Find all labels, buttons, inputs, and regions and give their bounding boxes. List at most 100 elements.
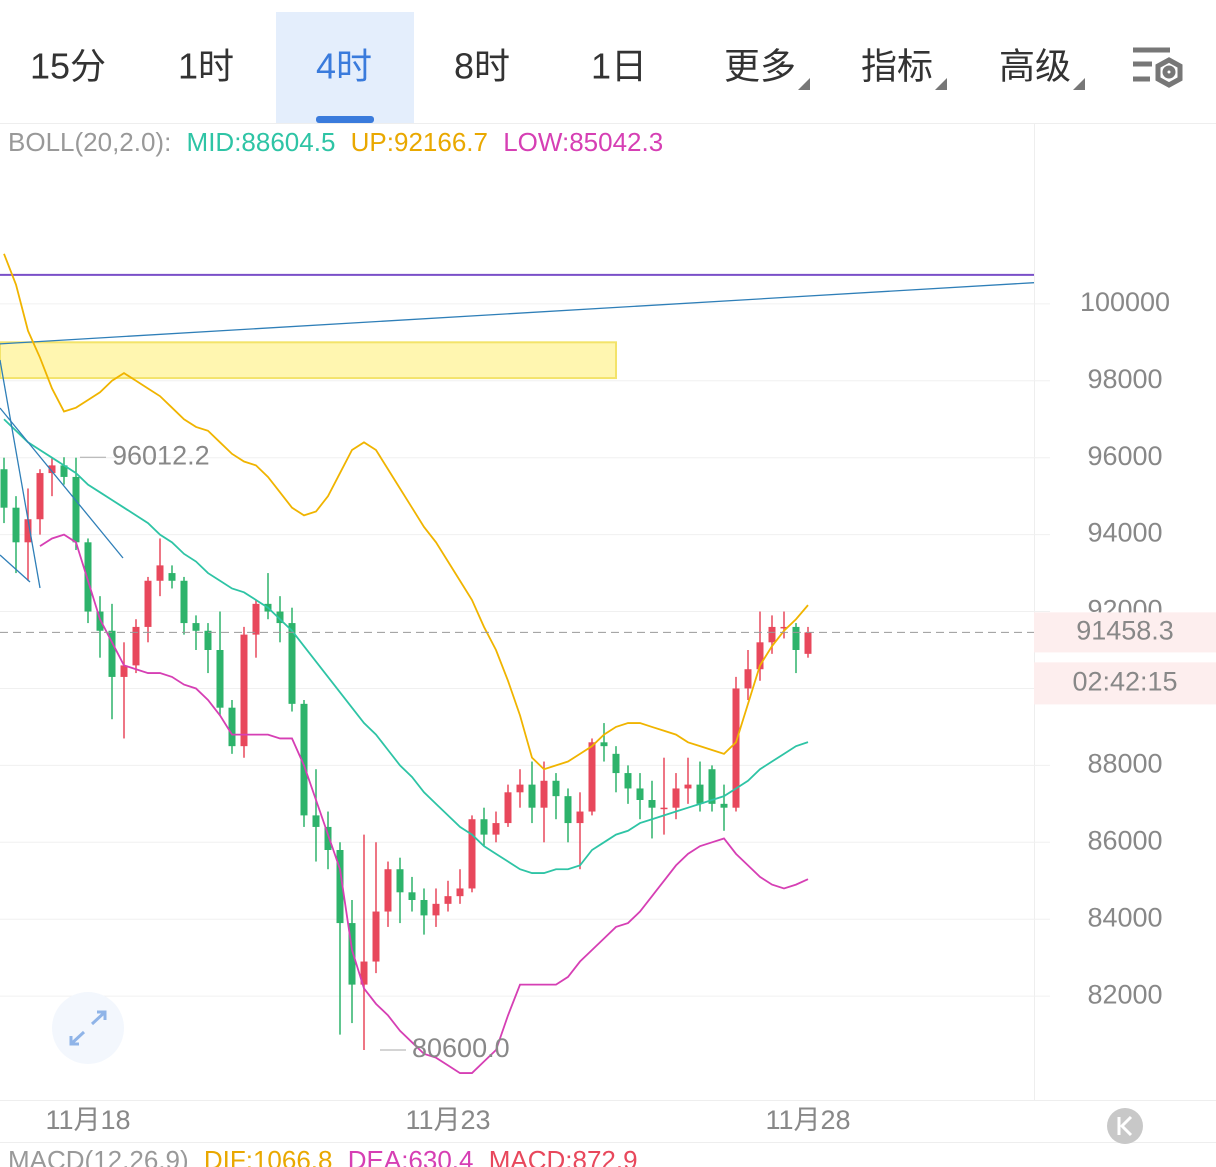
boll-name: BOLL(20,2.0): [8,127,171,157]
candle-body [636,788,644,800]
candle-body [312,815,320,827]
candle-body [336,850,344,924]
candle-body [144,580,152,627]
candle-body [36,473,44,520]
drawing-lines [0,359,124,589]
active-tab-bg [276,12,414,123]
tab[interactable]: 指标 [861,46,933,87]
candle-body [348,923,356,985]
candle-body [288,623,296,704]
drawing-line [0,359,41,589]
candle-body [324,826,332,850]
tab[interactable]: 15分 [30,46,106,87]
candle-body [564,796,572,824]
boll-up: UP:92166.7 [351,127,488,157]
candle-body [768,626,776,643]
candle-body [420,900,428,916]
y-tick-label: 98000 [1087,364,1162,394]
y-tick-label: 94000 [1087,518,1162,548]
candle-body [408,892,416,900]
tab[interactable]: 8时 [454,46,510,87]
candle-body [528,784,536,808]
candle-body [132,626,140,666]
icon-hex [1155,57,1183,88]
trend-line [0,282,1035,345]
candle-body [780,626,788,629]
y-tick-label: 88000 [1087,749,1162,779]
tab-bar: 15分 1时 4时 8时 1日 更多 指标 高级 [30,46,1085,90]
boll-header: BOLL(20,2.0): MID:88604.5 UP:92166.7 LOW… [8,127,663,157]
candle-body [696,784,704,804]
candle-body [276,611,284,624]
candle-body [660,807,668,810]
boll-mid: MID:88604.5 [187,127,336,157]
dropdown-mark [935,78,947,90]
candle-body [468,819,476,889]
candle-body [516,784,524,793]
price-label-bg [1034,612,1216,653]
x-tick-label: 11月28 [765,1105,850,1135]
y-tick-label: 100000 [1080,287,1170,317]
macd-name: MACD(12,26,9) [8,1145,189,1167]
candle-body [732,688,740,808]
drawing-line [0,554,31,583]
candle-body [792,626,800,650]
candle-body [24,519,32,543]
dropdown-mark [1073,78,1085,90]
expand-icon [69,1010,107,1046]
price-label: 91458.3 [1076,615,1174,645]
candle-body [384,869,392,912]
tab[interactable]: 更多 [724,46,796,87]
boll-line [3,418,809,874]
tab[interactable]: 1日 [591,46,647,87]
macd-value: MACD:872.9 [489,1145,638,1167]
countdown-bg [1034,662,1216,705]
expand-button[interactable] [52,992,124,1064]
candle-body [180,580,188,624]
candle-body [720,803,728,808]
candle-body [444,896,452,904]
y-tick-label: 86000 [1087,825,1162,855]
candle-body [540,780,548,808]
macd-dea: DEA:630.4 [348,1145,474,1167]
candle-body [60,465,68,477]
candle-body [360,961,368,985]
candle-body [492,823,500,835]
boll-line [39,533,809,1074]
candle-body [72,476,80,543]
candle-body [648,800,656,808]
dropdown-mark [798,78,810,90]
tab[interactable]: 高级 [999,46,1071,87]
candle-body [204,630,212,650]
candle-body [588,742,596,812]
candle-body [192,623,200,631]
candle-body [684,784,692,789]
boll-line [3,253,809,771]
candle-body [108,630,116,677]
candle-body [156,565,164,581]
tab[interactable]: 4时 [316,46,372,87]
boll-low: LOW:85042.3 [503,127,663,157]
icon-dot [1162,65,1176,79]
candle-body [708,769,716,804]
candle-body [552,780,560,797]
tab[interactable]: 1时 [178,46,234,87]
expand-bg [52,992,124,1064]
settings-icon[interactable] [1133,47,1183,88]
reset-bg [1107,1108,1143,1144]
countdown: 02:42:15 [1072,666,1177,696]
candle-body [240,634,248,747]
candle-body [480,819,488,835]
candle-body [744,669,752,689]
candle-body [600,742,608,747]
candle-body [504,792,512,824]
drawing-line [0,407,124,559]
reset-button[interactable] [1107,1108,1143,1144]
candle-body [396,869,404,893]
y-tick-label: 82000 [1087,979,1162,1009]
candle-body [228,707,236,747]
candle-body [624,773,632,789]
x-tick-label: 11月18 [45,1105,130,1135]
